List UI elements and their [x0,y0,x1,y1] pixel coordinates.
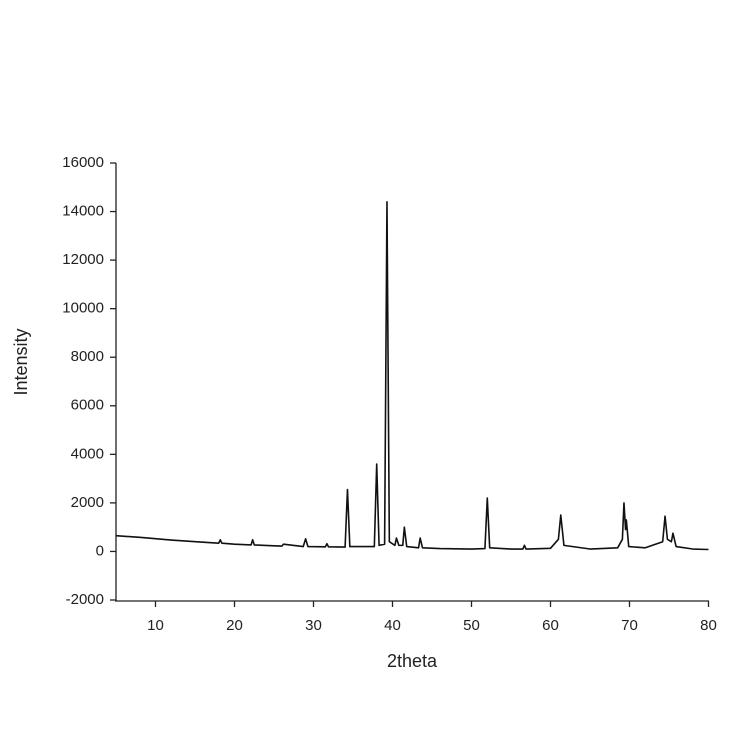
x-tick-label: 50 [463,617,480,634]
y-tick-label: -2000 [66,591,104,608]
x-tick-label: 40 [384,617,401,634]
y-tick-label: 4000 [71,445,104,462]
y-tick-label: 16000 [62,154,104,171]
x-tick-label: 10 [147,617,164,634]
y-tick-label: 6000 [71,397,104,414]
y-tick-label: 14000 [62,203,104,220]
y-tick-label: 0 [96,542,104,559]
x-tick-label: 70 [621,617,638,634]
y-tick-label: 12000 [62,251,104,268]
x-tick-label: 20 [226,617,243,634]
y-tick-label: 2000 [71,494,104,511]
x-axis-label: 2theta [387,651,438,671]
x-tick-label: 80 [700,617,717,634]
x-tick-label: 60 [542,617,559,634]
data-line [115,201,709,551]
y-axis-label: Intensity [11,328,31,395]
y-tick-label: 8000 [71,348,104,365]
x-tick-label: 30 [305,617,322,634]
y-tick-label: 10000 [62,300,104,317]
